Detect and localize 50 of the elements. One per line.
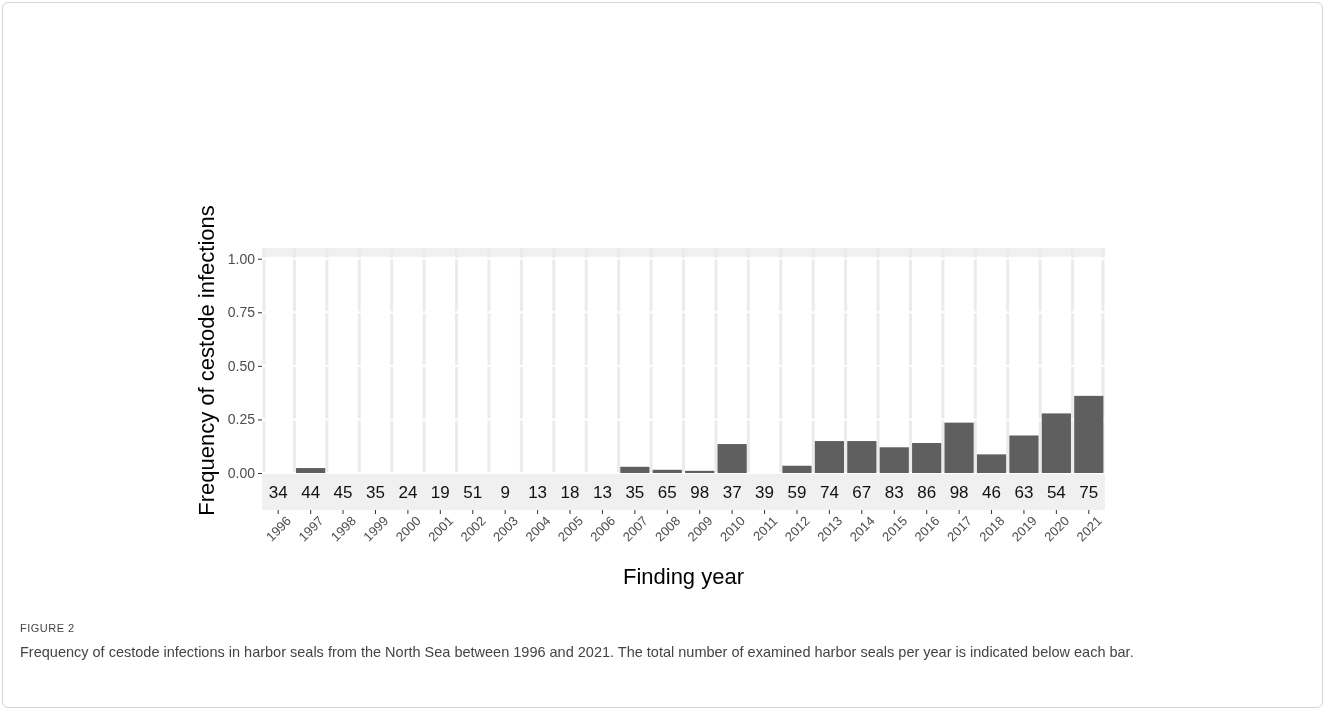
annotation: 13 (528, 483, 548, 502)
bar (782, 465, 812, 473)
annotation: 13 (592, 483, 612, 502)
annotation: 37 (722, 483, 742, 502)
annotation: 34 (268, 483, 288, 502)
bar (296, 468, 326, 473)
annotation: 46 (982, 483, 1001, 502)
y-tick-label: 0.50 (227, 357, 256, 374)
bar (652, 469, 682, 473)
annotation: 67 (852, 483, 872, 502)
caption: FIGURE 2 (20, 622, 76, 634)
annotation: 24 (398, 483, 418, 502)
bar (1009, 435, 1039, 473)
text: Frequency of cestode infections in harbor seals from the North Sea between 1996 and 2021. The total number of examined harbor seals per year is indicated below each bar. (20, 643, 1135, 662)
y-tick-label: 0.00 (227, 464, 256, 481)
y-tick-label: 1.00 (227, 250, 256, 267)
bar (620, 466, 650, 473)
annotation: 35 (625, 483, 645, 502)
annotation: 65 (657, 483, 677, 502)
annotation: 75 (1079, 483, 1099, 502)
y-tick-label: 0.75 (227, 304, 256, 321)
bar (685, 470, 715, 473)
y-tick-label: 0.25 (227, 411, 256, 428)
bar (717, 444, 747, 473)
annotation: 9 (500, 483, 510, 502)
annotation: 39 (755, 483, 775, 502)
annotation: 45 (333, 483, 353, 502)
annotation: 54 (1046, 483, 1066, 502)
bar (814, 441, 844, 473)
x-axis-title: Finding year (622, 564, 745, 589)
annotation: 98 (690, 483, 710, 502)
annotation: 83 (884, 483, 904, 502)
bar (944, 422, 974, 473)
annotation: 86 (917, 483, 937, 502)
annotation: 74 (819, 483, 839, 502)
annotation: 51 (463, 483, 483, 502)
bar (1074, 395, 1104, 473)
bar (847, 441, 877, 473)
annotation: 59 (787, 483, 807, 502)
y-axis-title: Frequency of cestode infections (194, 205, 219, 516)
bar (912, 443, 942, 473)
annotation: 63 (1014, 483, 1034, 502)
bar (879, 447, 909, 473)
annotation: 44 (301, 483, 321, 502)
annotation: 35 (366, 483, 385, 502)
bar (976, 454, 1007, 473)
annotation: 98 (949, 483, 969, 502)
annotation: 18 (560, 483, 580, 502)
annotation: 19 (430, 483, 450, 502)
bar (1041, 413, 1071, 473)
